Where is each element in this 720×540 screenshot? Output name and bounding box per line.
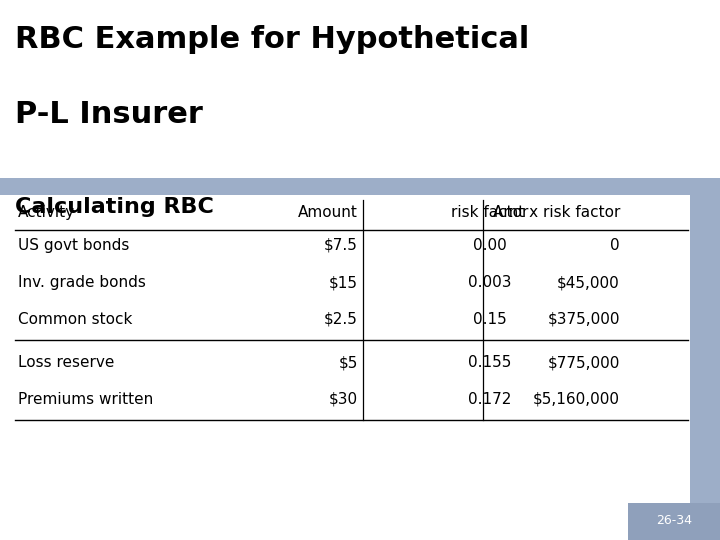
Text: Activity: Activity (18, 205, 75, 220)
Text: $5: $5 (338, 355, 358, 370)
Text: 0.155: 0.155 (468, 355, 512, 370)
Bar (690, 195, 720, 540)
Text: Amount: Amount (298, 205, 358, 220)
Text: Premiums written: Premiums written (18, 392, 153, 407)
Text: $45,000: $45,000 (557, 275, 620, 290)
Text: 0.172: 0.172 (468, 392, 512, 407)
Text: risk factor: risk factor (451, 205, 528, 220)
Text: Amt x risk factor: Amt x risk factor (492, 205, 620, 220)
Text: $775,000: $775,000 (548, 355, 620, 370)
Text: $375,000: $375,000 (547, 312, 620, 327)
Text: Inv. grade bonds: Inv. grade bonds (18, 275, 146, 290)
Text: $2.5: $2.5 (324, 312, 358, 327)
Text: P-L Insurer: P-L Insurer (15, 100, 203, 129)
Text: $30: $30 (329, 392, 358, 407)
Text: $15: $15 (329, 275, 358, 290)
Bar (0, 178, 720, 195)
Text: Common stock: Common stock (18, 312, 132, 327)
Text: 0.15: 0.15 (473, 312, 507, 327)
Text: Calculating RBC: Calculating RBC (15, 197, 214, 217)
Text: RBC Example for Hypothetical: RBC Example for Hypothetical (15, 25, 529, 54)
Text: 0.003: 0.003 (468, 275, 512, 290)
Text: 26-34: 26-34 (656, 514, 692, 527)
Bar (628, 503, 720, 540)
Text: 0.00: 0.00 (473, 238, 507, 253)
Text: Loss reserve: Loss reserve (18, 355, 114, 370)
Text: $5,160,000: $5,160,000 (533, 392, 620, 407)
Text: US govt bonds: US govt bonds (18, 238, 130, 253)
Text: $7.5: $7.5 (324, 238, 358, 253)
Text: 0: 0 (611, 238, 620, 253)
